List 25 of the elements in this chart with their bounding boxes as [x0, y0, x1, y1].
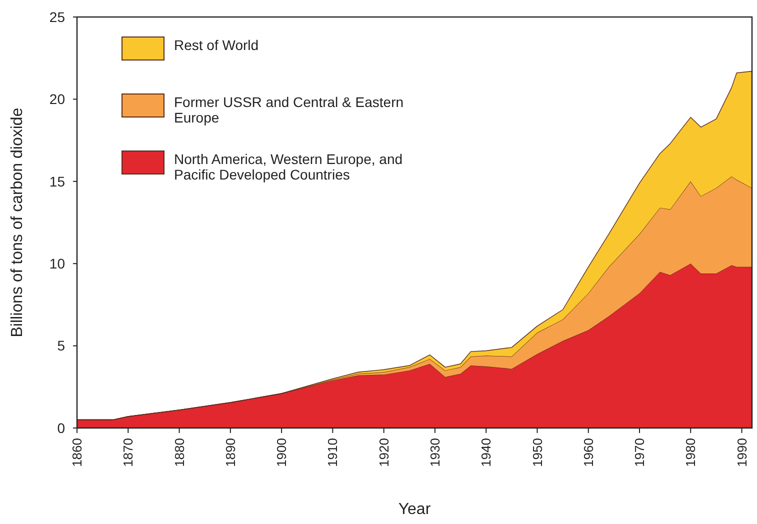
x-tick-label: 1910 — [325, 438, 340, 467]
y-axis-title: Billions of tons of carbon dioxide — [9, 108, 26, 338]
x-tick-label: 1930 — [428, 438, 443, 467]
x-tick-label: 1990 — [734, 438, 750, 467]
legend-label: Rest of World — [174, 36, 259, 53]
legend-label: Former USSR and Central & Eastern Europe — [174, 94, 404, 126]
x-tick-label: 1950 — [530, 438, 545, 467]
x-tick-label: 1960 — [580, 438, 596, 467]
y-tick-label: 10 — [49, 256, 66, 272]
x-tick-label: 1900 — [274, 438, 290, 467]
legend-label: North America, Western Europe, and Pacific Developed Countries — [174, 150, 403, 182]
x-tick-label: 1880 — [172, 438, 187, 467]
x-axis-title: Year — [398, 501, 432, 518]
y-tick-label: 20 — [49, 91, 66, 108]
x-tick-label: 1980 — [683, 438, 698, 467]
x-tick-label: 1890 — [222, 438, 238, 467]
x-tick-label: 1860 — [70, 438, 85, 467]
x-tick-label: 1940 — [478, 438, 494, 467]
x-tick-label: 1970 — [632, 438, 648, 467]
x-tick-label: 1870 — [120, 438, 136, 467]
y-tick-label: 5 — [57, 338, 66, 354]
y-tick-label: 25 — [49, 8, 66, 25]
y-tick-label: 15 — [49, 173, 66, 190]
y-tick-label: 0 — [57, 420, 66, 436]
x-tick-label: 1920 — [376, 438, 392, 467]
